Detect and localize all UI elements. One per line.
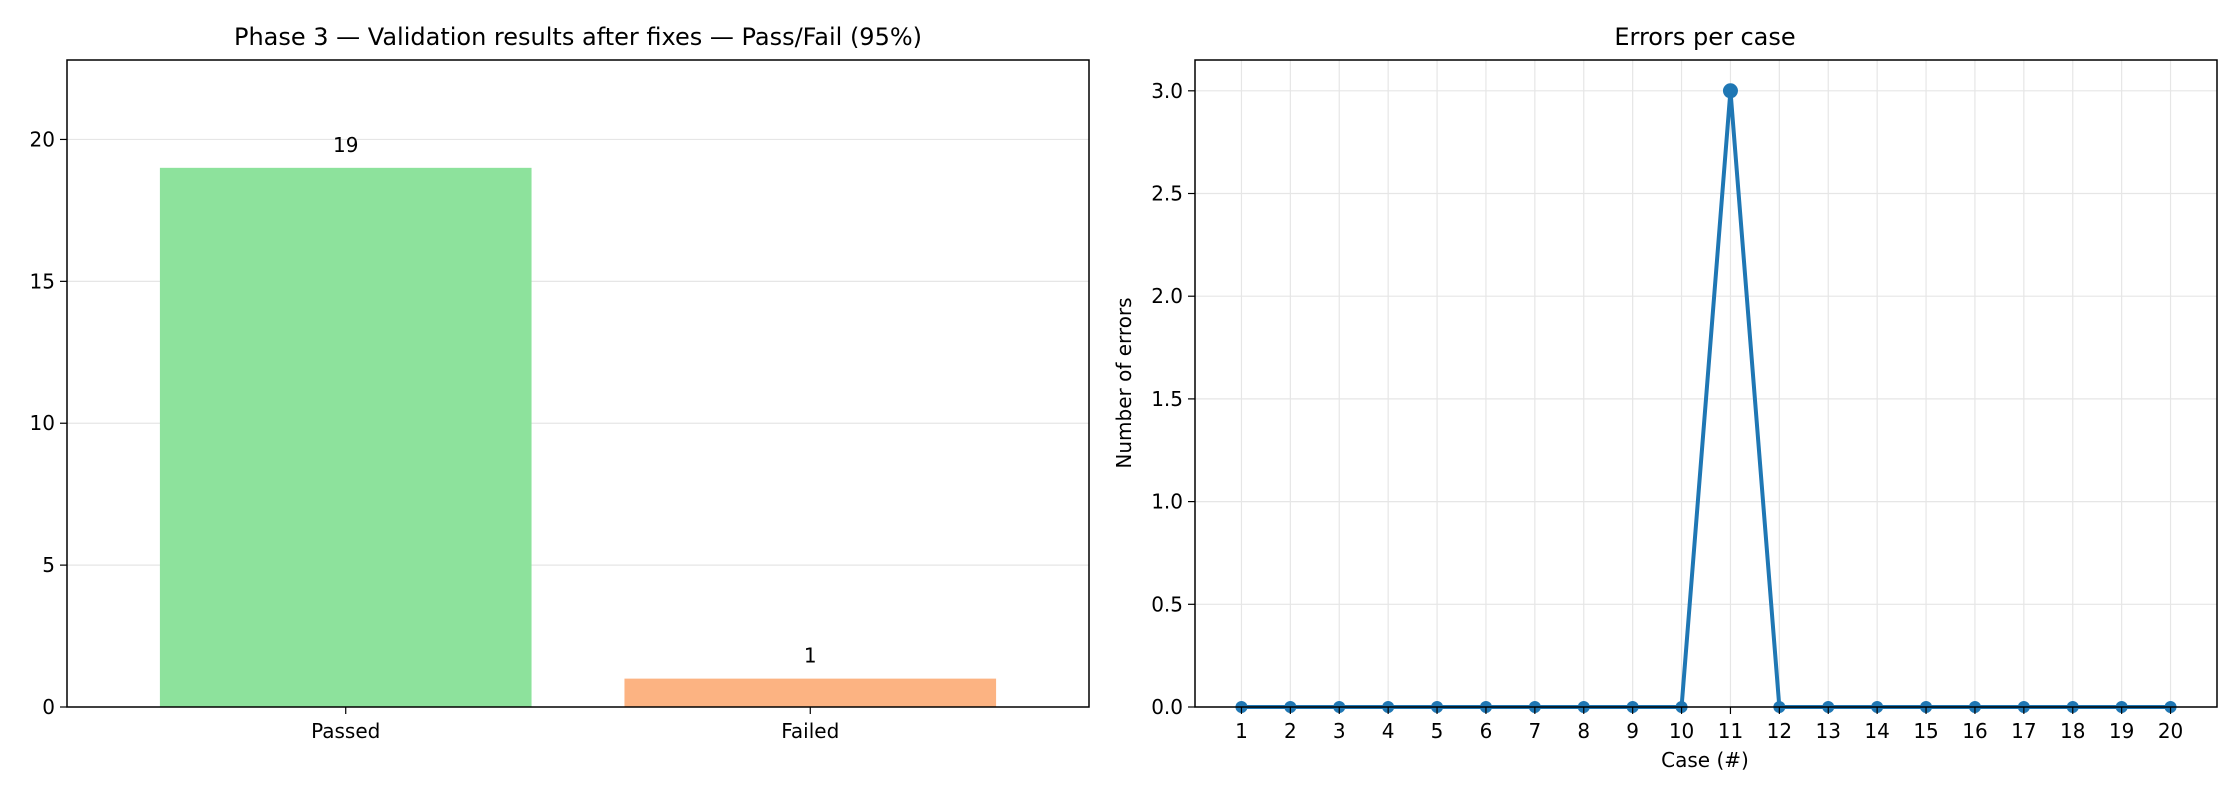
line-y-tick-label: 1.5 <box>1151 387 1183 411</box>
line-y-tick-label: 1.0 <box>1151 490 1183 514</box>
line-x-tick-label: 4 <box>1382 719 1395 743</box>
line-x-tick-label: 11 <box>1718 719 1743 743</box>
line-x-tick-label: 5 <box>1431 719 1444 743</box>
line-x-tick-label: 16 <box>1962 719 1987 743</box>
bar-chart-title: Phase 3 — Validation results after fixes… <box>234 23 922 51</box>
line-x-tick-label: 18 <box>2060 719 2085 743</box>
line-chart-title: Errors per case <box>1614 23 1795 51</box>
line-x-tick-label: 19 <box>2109 719 2134 743</box>
line-y-tick-label: 2.5 <box>1151 182 1183 206</box>
line-chart-y-axis-label: Number of errors <box>1112 297 1136 468</box>
bar-y-tick-label: 20 <box>30 127 55 151</box>
line-x-tick-label: 17 <box>2011 719 2036 743</box>
line-chart-ticks: 1 2 3 4 5 6 7 8 9 10 11 12 13 14 15 16 17 18 19 200.00.51.0… <box>1151 79 2183 743</box>
line-x-tick-label: 15 <box>1913 719 1938 743</box>
line-y-tick-label: 2.0 <box>1151 284 1183 308</box>
bar-y-tick-label: 0 <box>42 695 55 719</box>
bar-y-tick-label: 5 <box>42 553 55 577</box>
line-x-tick-label: 9 <box>1626 719 1639 743</box>
bar-passed <box>159 167 532 708</box>
bar-x-tick-label: Passed <box>311 719 380 743</box>
bar-data-label: 1 <box>804 644 817 668</box>
line-chart-x-axis-label: Case (#) <box>1661 748 1749 772</box>
data-point <box>1722 83 1738 99</box>
bar-chart-data-labels: 19 1 <box>333 133 817 668</box>
line-x-tick-label: 1 <box>1235 719 1248 743</box>
bar-chart-frame <box>66 59 1090 708</box>
line-x-tick-label: 3 <box>1333 719 1346 743</box>
line-y-tick-label: 0.0 <box>1151 695 1183 719</box>
line-chart-series <box>1235 83 2177 713</box>
line-chart-frame <box>1194 59 2218 708</box>
line-x-tick-label: 10 <box>1669 719 1694 743</box>
line-x-tick-label: 2 <box>1284 719 1297 743</box>
bar-chart-bars <box>159 167 997 708</box>
bar-y-tick-label: 15 <box>30 269 55 293</box>
bar-x-tick-label: Failed <box>781 719 839 743</box>
line-x-tick-label: 14 <box>1864 719 1889 743</box>
line-chart-panel: Errors per case 1 2 3 4 5 6 7 8 9 10 11 12 13 14 15 16 1… <box>1112 23 2218 772</box>
bar-chart-ticks: 0 5 10 15 20 Passed Failed <box>30 127 840 743</box>
line-y-tick-label: 3.0 <box>1151 79 1183 103</box>
line-y-tick-label: 0.5 <box>1151 592 1183 616</box>
bar-y-tick-label: 10 <box>30 411 55 435</box>
line-x-tick-label: 7 <box>1528 719 1541 743</box>
line-x-tick-label: 12 <box>1767 719 1792 743</box>
line-x-tick-label: 8 <box>1577 719 1590 743</box>
line-x-tick-label: 6 <box>1480 719 1493 743</box>
line-x-tick-label: 20 <box>2158 719 2183 743</box>
bar-failed <box>624 678 997 707</box>
line-x-tick-label: 13 <box>1816 719 1841 743</box>
bar-chart-panel: Phase 3 — Validation results after fixes… <box>30 23 1090 743</box>
bar-data-label: 19 <box>333 133 358 157</box>
